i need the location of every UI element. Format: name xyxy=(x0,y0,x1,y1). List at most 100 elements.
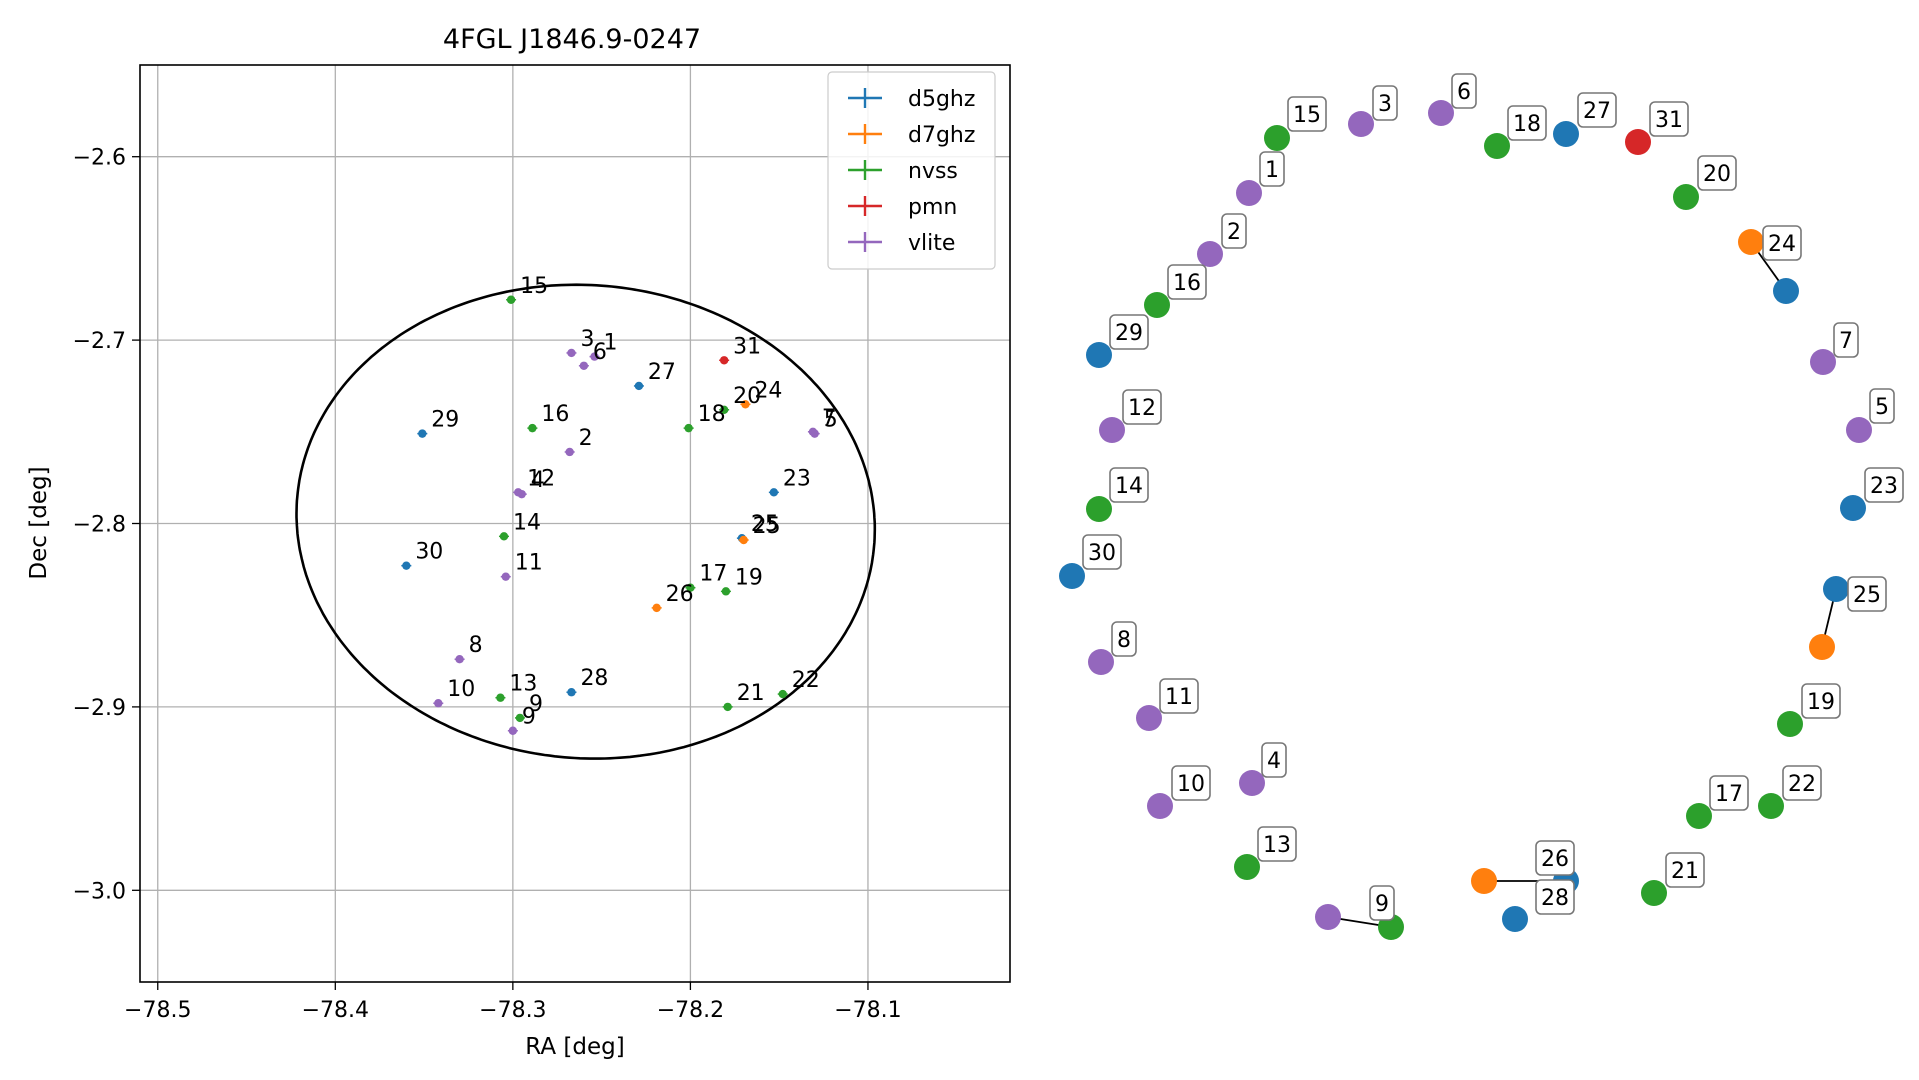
label-layout-chart: 1234567891011121314151617181920212223242… xyxy=(1059,73,1904,940)
label-text: 16 xyxy=(1173,271,1201,296)
label-box xyxy=(1649,101,1689,137)
layout-label-23: 23 xyxy=(1864,467,1904,503)
label-box xyxy=(1287,96,1327,132)
y-tick-label: −2.9 xyxy=(73,696,126,721)
x-axis-label: RA [deg] xyxy=(525,1034,624,1060)
layout-label-4: 4 xyxy=(1261,742,1287,778)
point-d5ghz-30 xyxy=(402,561,411,570)
point-label: 22 xyxy=(792,668,820,693)
point-vlite-2 xyxy=(565,447,574,457)
point-d5ghz-28 xyxy=(567,688,576,697)
x-tick-label: −78.3 xyxy=(479,998,546,1023)
point-nvss-20 xyxy=(719,405,729,414)
layout-point-vlite-5 xyxy=(1846,417,1872,443)
data-points xyxy=(401,295,820,735)
legend-label-vlite: vlite xyxy=(908,231,955,256)
label-box xyxy=(1801,683,1841,719)
layout-point-vlite-8 xyxy=(1088,649,1114,675)
layout-label-6: 6 xyxy=(1451,73,1477,109)
legend-label-d5ghz: d5ghz xyxy=(908,87,975,112)
label-text: 25 xyxy=(1853,583,1881,608)
layout-point-d5ghz-25 xyxy=(1823,576,1849,602)
label-text: 29 xyxy=(1115,321,1143,346)
layout-label-2: 2 xyxy=(1221,213,1247,249)
layout-label-20: 20 xyxy=(1697,155,1737,191)
point-label: 7 xyxy=(822,406,836,431)
point-nvss-19 xyxy=(721,587,731,596)
label-text: 31 xyxy=(1655,108,1683,133)
layout-point-vlite-4 xyxy=(1239,770,1265,796)
layout-label-22: 22 xyxy=(1782,765,1822,801)
layout-point-vlite-6 xyxy=(1428,100,1454,126)
label-box xyxy=(1535,879,1575,915)
label-box xyxy=(1762,225,1802,261)
legend-label-pmn: pmn xyxy=(908,195,957,220)
point-vlite-11 xyxy=(501,572,510,581)
layout-point-d5ghz-28 xyxy=(1502,906,1528,932)
label-text: 21 xyxy=(1671,859,1699,884)
legend-label-d7ghz: d7ghz xyxy=(908,123,975,148)
legend: d5ghz d7ghz nvss pmn vlite xyxy=(827,71,996,270)
label-text: 2 xyxy=(1227,220,1241,245)
layout-point-d7ghz-24 xyxy=(1738,229,1764,255)
layout-point-vlite-2 xyxy=(1197,241,1223,267)
y-tick-label: −2.7 xyxy=(73,329,126,354)
point-label: 30 xyxy=(415,540,443,565)
point-d7ghz-26 xyxy=(652,603,661,613)
point-nvss-15 xyxy=(506,295,516,304)
point-label: 25 xyxy=(753,514,781,539)
layout-label-27: 27 xyxy=(1577,92,1617,128)
label-text: 4 xyxy=(1267,749,1281,774)
x-tick-label: −78.1 xyxy=(834,998,901,1023)
label-box xyxy=(1109,467,1149,503)
point-nvss-18 xyxy=(684,423,693,433)
point-label: 13 xyxy=(509,672,537,697)
x-axis-ticks: −78.5 −78.4 −78.3 −78.2 −78.1 xyxy=(124,982,902,1023)
y-tick-label: −2.8 xyxy=(73,513,126,538)
label-box xyxy=(1111,621,1137,657)
point-labels: 2325272829302425261314151617181920212293… xyxy=(415,274,837,730)
layout-label-9: 9 xyxy=(1369,885,1395,921)
layout-label-24: 24 xyxy=(1762,225,1802,261)
y-tick-label: −3.0 xyxy=(73,879,126,904)
label-text: 7 xyxy=(1839,329,1853,354)
layout-label-1: 1 xyxy=(1259,151,1285,187)
point-vlite-7 xyxy=(808,427,818,436)
layout-label-13: 13 xyxy=(1257,826,1297,862)
x-tick-label: −78.5 xyxy=(124,998,191,1023)
label-box xyxy=(1864,467,1904,503)
point-label: 11 xyxy=(515,551,543,576)
layout-label-3: 3 xyxy=(1372,85,1398,121)
legend-frame xyxy=(827,71,996,270)
point-vlite-8 xyxy=(455,655,464,664)
point-label: 23 xyxy=(783,466,811,491)
point-d7ghz-24 xyxy=(741,400,750,409)
legend-label-nvss: nvss xyxy=(908,159,958,184)
point-label: 25 xyxy=(751,512,779,537)
label-text: 22 xyxy=(1788,772,1816,797)
layout-label-19: 19 xyxy=(1801,683,1841,719)
label-box xyxy=(1082,534,1122,570)
point-label: 6 xyxy=(593,340,607,365)
label-text: 3 xyxy=(1378,92,1392,117)
point-d7ghz-25 xyxy=(739,535,748,545)
point-label: 9 xyxy=(522,705,536,730)
layout-point-d7ghz-26 xyxy=(1471,868,1497,894)
label-text: 23 xyxy=(1870,474,1898,499)
label-box xyxy=(1369,885,1395,921)
label-text: 13 xyxy=(1263,833,1291,858)
point-label: 28 xyxy=(580,666,608,691)
point-label: 24 xyxy=(754,378,782,403)
point-vlite-9 xyxy=(508,726,518,735)
label-box xyxy=(1535,840,1575,876)
point-label: 29 xyxy=(431,408,459,433)
point-label: 3 xyxy=(580,327,594,352)
layout-label-7: 7 xyxy=(1833,322,1859,358)
point-label: 19 xyxy=(735,565,763,590)
label-box xyxy=(1697,155,1737,191)
label-box xyxy=(1109,314,1149,350)
layout-point-d5ghz-30 xyxy=(1059,563,1085,589)
layout-point-d5ghz-29 xyxy=(1086,342,1112,368)
label-box xyxy=(1372,85,1398,121)
